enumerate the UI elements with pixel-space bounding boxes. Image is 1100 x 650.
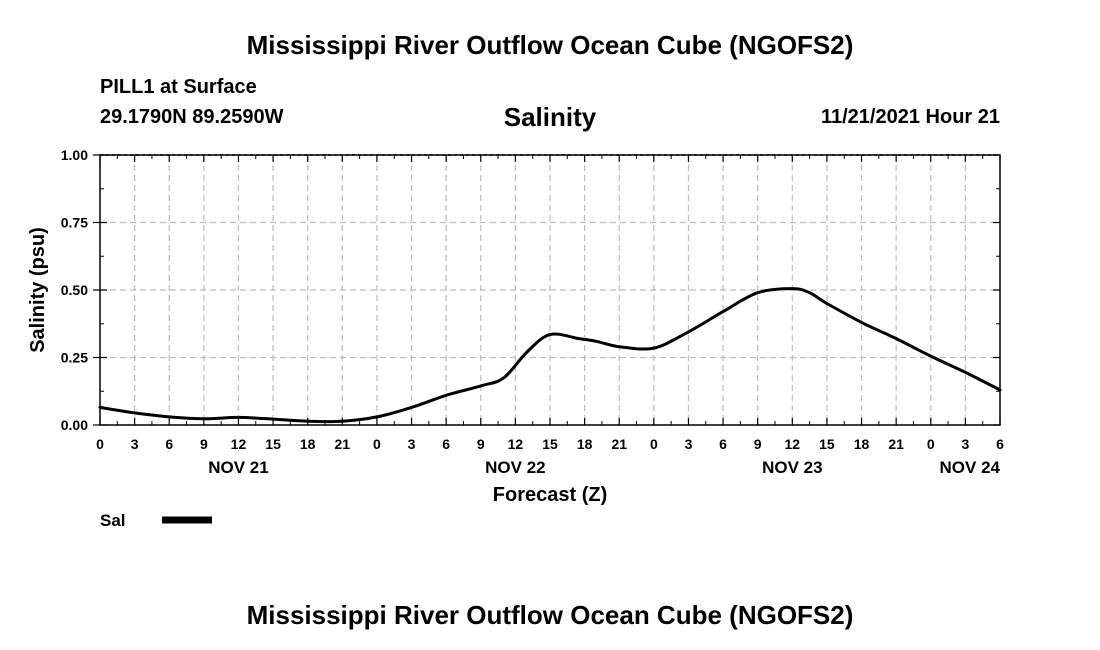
x-tick-label: 15	[819, 436, 835, 452]
x-tick-label: 21	[888, 436, 904, 452]
station-coordinates: 29.1790N 89.2590W	[100, 106, 284, 128]
x-tick-label: 15	[265, 436, 281, 452]
legend-label: Sal	[100, 511, 126, 530]
axis-ticks	[93, 154, 1001, 426]
day-label: NOV 24	[940, 458, 1001, 477]
x-tick-label: 6	[719, 436, 727, 452]
x-tick-label: 0	[373, 436, 381, 452]
x-tick-label: 12	[231, 436, 247, 452]
x-tick-label: 0	[927, 436, 935, 452]
footer-title: Mississippi River Outflow Ocean Cube (NG…	[246, 600, 854, 630]
x-tick-label: 18	[854, 436, 870, 452]
x-tick-label: 3	[961, 436, 969, 452]
x-tick-label: 9	[477, 436, 485, 452]
x-tick-label: 9	[754, 436, 762, 452]
x-tick-label: 21	[335, 436, 351, 452]
x-axis-title: Forecast (Z)	[493, 484, 607, 506]
series-line-sal	[98, 287, 1002, 424]
y-tick-label: 0.25	[61, 350, 88, 366]
x-tick-label: 3	[408, 436, 416, 452]
x-tick-label: 18	[577, 436, 593, 452]
x-tick-label: 6	[165, 436, 173, 452]
day-label: NOV 23	[762, 458, 822, 477]
day-label: NOV 22	[485, 458, 545, 477]
x-tick-label: 0	[650, 436, 658, 452]
x-tick-label: 9	[200, 436, 208, 452]
x-tick-label: 6	[996, 436, 1004, 452]
x-tick-label: 21	[611, 436, 627, 452]
x-tick-label: 6	[442, 436, 450, 452]
x-tick-label: 0	[96, 436, 104, 452]
x-tick-label: 12	[508, 436, 524, 452]
axis-labels: 0 3 6 9 12 15 18 21 0 3 6 9 12 15 18 21 0 3 6 9 12 15 18 21 0 3 6 0…	[61, 147, 1004, 477]
y-tick-label: 0.75	[61, 215, 88, 231]
y-axis-title: Salinity (psu)	[27, 227, 49, 353]
x-tick-label: 15	[542, 436, 558, 452]
y-tick-label: 0.00	[61, 417, 88, 433]
day-label: NOV 21	[208, 458, 268, 477]
y-tick-label: 1.00	[61, 147, 88, 163]
x-tick-label: 18	[300, 436, 316, 452]
page-title: Mississippi River Outflow Ocean Cube (NG…	[246, 30, 854, 60]
grid-lines	[100, 154, 1000, 425]
x-tick-label: 12	[785, 436, 801, 452]
x-tick-label: 3	[685, 436, 693, 452]
y-tick-label: 0.50	[61, 282, 88, 298]
forecast-datetime: 11/21/2021 Hour 21	[820, 106, 1000, 128]
station-label: PILL1 at Surface	[100, 76, 257, 98]
chart-title: Salinity	[503, 102, 597, 132]
x-tick-label: 3	[131, 436, 139, 452]
